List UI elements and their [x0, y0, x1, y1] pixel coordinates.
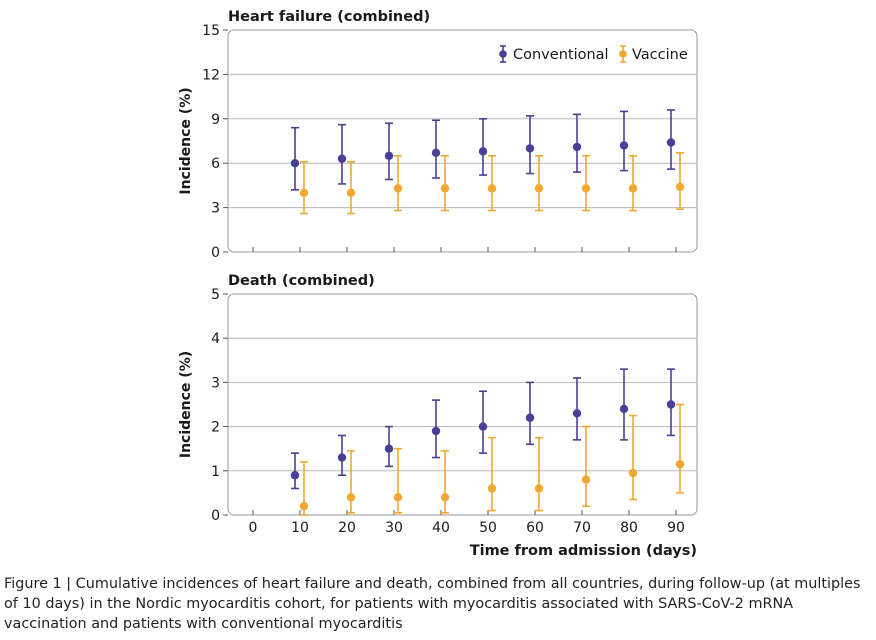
panel2-y-tick-label: 5 [211, 287, 220, 303]
panel2-plot-frame [227, 293, 698, 516]
panel1-y-axis-label: Incidence (%) [178, 87, 194, 194]
panel1-conventional-point [666, 138, 676, 147]
panel2-y-tick-label: 1 [211, 464, 220, 480]
x-tick-label: 60 [526, 520, 544, 536]
panel1-vaccine-point [534, 184, 544, 193]
panel2-vaccine-point [628, 468, 638, 478]
x-tick-label: 10 [291, 520, 309, 536]
legend-vaccine-marker [619, 50, 627, 58]
panel1-plot-frame [227, 29, 698, 253]
panel1-y-tick-label: 15 [202, 23, 220, 39]
panel2-vaccine-point [487, 484, 497, 493]
panel2-conventional-point [572, 409, 582, 418]
panel2-conventional-point [431, 426, 441, 436]
panel2-conventional-point [337, 453, 347, 462]
panel1-vaccine-point [675, 182, 685, 192]
legend-conventional-marker [499, 50, 507, 58]
panel2-y-axis-label: Incidence (%) [178, 351, 194, 458]
panel1-vaccine-point [581, 184, 591, 193]
x-tick-label: 70 [573, 520, 591, 536]
x-tick-label: 30 [385, 520, 403, 536]
x-tick-label: 90 [667, 520, 685, 536]
x-tick-label: 0 [249, 520, 258, 536]
panel1-vaccine-point [393, 184, 403, 193]
panel2-conventional-point [290, 471, 300, 480]
panel2-y-tick-label: 0 [211, 508, 220, 524]
panel1-conventional-point [290, 159, 300, 168]
panel2-y-tick-label: 3 [211, 375, 220, 391]
panel2-vaccine-point [675, 459, 685, 469]
panel1-y-tick-label: 6 [211, 156, 220, 172]
x-tick-label: 40 [432, 520, 450, 536]
panel2-conventional-point [384, 444, 394, 453]
panel2-vaccine-point [346, 493, 356, 502]
x-tick-label: 50 [479, 520, 497, 536]
panel1-vaccine-point [346, 188, 356, 197]
x-tick-label: 80 [620, 520, 638, 536]
panel1-conventional-point [478, 147, 488, 156]
panel2-y-tick-label: 2 [211, 420, 220, 436]
panel2-vaccine-point [440, 493, 450, 502]
panel2-vaccine-point [581, 475, 591, 484]
panel2-vaccine-point [393, 493, 403, 502]
panel1-chart-title: Heart failure (combined) [228, 9, 430, 25]
panel1-y-tick-label: 12 [202, 67, 220, 83]
panel1-vaccine-point [628, 184, 638, 193]
panel1-y-tick-label: 3 [211, 201, 220, 217]
panel1-conventional-point [572, 142, 582, 152]
panel1-conventional-point [431, 148, 441, 158]
panel1-vaccine-point [440, 184, 450, 193]
panel2-vaccine-point [299, 501, 309, 511]
panel2-vaccine-point [534, 484, 544, 493]
panel1-conventional-point [619, 141, 629, 150]
panel1-vaccine-point [487, 184, 497, 193]
panel1-vaccine-point [299, 188, 309, 197]
x-axis-label: Time from admission (days) [470, 543, 697, 559]
panel2-conventional-point [619, 404, 629, 414]
panel1-y-tick-label: 9 [211, 112, 220, 128]
panel1-conventional-point [525, 144, 535, 153]
x-tick-label: 20 [338, 520, 356, 536]
panel2-conventional-point [478, 422, 488, 431]
panel2-chart-title: Death (combined) [228, 273, 375, 289]
panel2-conventional-point [666, 400, 676, 409]
panel1-conventional-point [337, 154, 347, 163]
panel1-conventional-point [384, 151, 394, 160]
legend-conventional-label: Conventional [513, 47, 609, 63]
panel1-y-tick-label: 0 [211, 245, 220, 261]
figure-caption: Figure 1 | Cumulative incidences of hear… [4, 576, 861, 632]
legend-vaccine-label: Vaccine [632, 47, 688, 63]
panel2-conventional-point [525, 413, 535, 422]
panel2-y-tick-label: 4 [211, 331, 220, 347]
